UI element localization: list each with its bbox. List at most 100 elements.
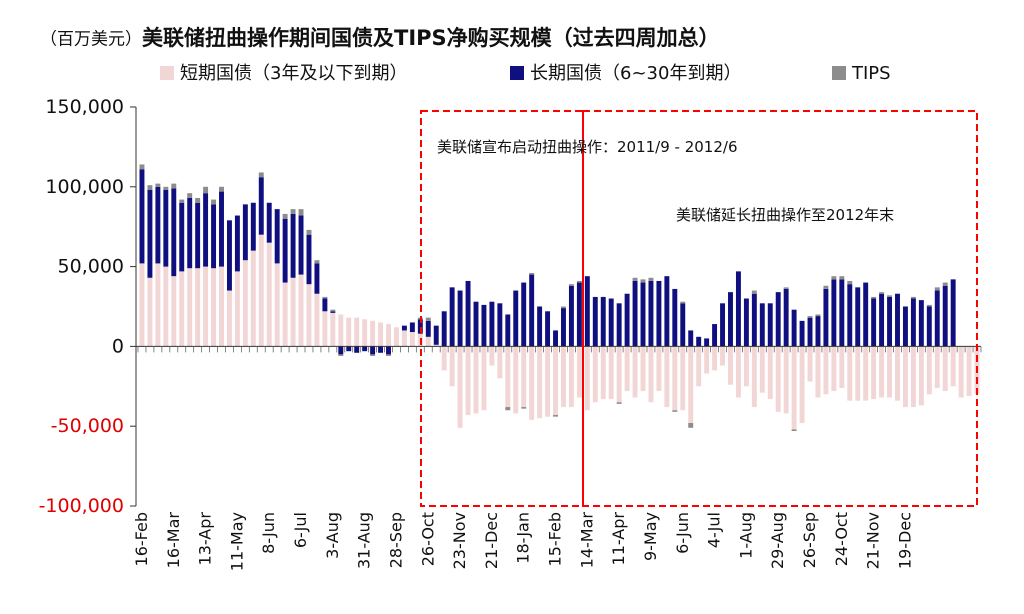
bar-short [632, 346, 638, 398]
bar-long [163, 189, 169, 267]
bar-short [576, 346, 582, 398]
bar-tips [879, 292, 885, 294]
bar-long [879, 293, 885, 347]
bar-short [728, 346, 733, 385]
annotation-text-1: 美联储宣布启动扭曲操作：2011/9 - 2012/6 [437, 138, 738, 156]
bar-tips [147, 185, 153, 190]
bar-long [664, 276, 670, 347]
bar-short [362, 319, 368, 347]
bar-long [902, 306, 908, 347]
x-tick-label: 16-Feb [132, 512, 151, 566]
bar-short [274, 263, 280, 347]
bar-tips [386, 354, 391, 356]
legend-swatch-short [160, 66, 174, 80]
title-unit: （百万美元） [40, 29, 142, 50]
bar-long [576, 282, 582, 347]
bar-long [497, 303, 503, 347]
bar-tips [815, 314, 821, 317]
bar-long [258, 177, 264, 235]
bar-tips [632, 277, 638, 281]
bar-long [203, 193, 209, 267]
bar-short [473, 346, 479, 414]
x-tick-label: 14-Mar [577, 512, 596, 569]
bar-short [449, 346, 455, 387]
bar-long [775, 292, 781, 347]
bar-short [171, 276, 177, 347]
bar-long [728, 292, 733, 347]
bar-long [656, 280, 662, 347]
bar-long [298, 215, 304, 275]
bar-long [417, 319, 423, 334]
x-tick-label: 26-Oct [418, 512, 437, 566]
bar-short [712, 346, 718, 371]
bar-short [855, 346, 861, 401]
bar-short [791, 346, 797, 430]
bar-short [433, 344, 439, 347]
bar-long [266, 202, 272, 243]
annotation-box-2 [582, 110, 978, 507]
bar-short [441, 346, 447, 371]
bar-short [163, 266, 169, 347]
bar-long [195, 202, 201, 269]
bar-short [258, 234, 264, 347]
bar-short [465, 346, 471, 416]
bar-tips [561, 306, 566, 309]
x-tick-label: 8-Jun [259, 512, 278, 554]
x-tick-label: 24-Oct [832, 512, 851, 566]
bar-short [743, 346, 749, 387]
bar-short [226, 290, 232, 347]
bar-short [306, 284, 312, 347]
bar-short [799, 346, 805, 424]
bar-short [871, 346, 877, 400]
legend-item-long: 长期国债（6~30年到期） [510, 62, 741, 86]
bar-short [767, 346, 773, 400]
bar-tips [576, 280, 582, 283]
bar-short [950, 346, 956, 387]
legend-item-short: 短期国债（3年及以下到期） [160, 62, 407, 86]
bar-tips [139, 164, 145, 170]
bar-tips [934, 287, 940, 291]
bar-tips [195, 197, 201, 203]
bar-long [624, 293, 630, 347]
bar-tips [640, 279, 646, 283]
bar-short [616, 346, 622, 403]
bar-tips [839, 276, 845, 280]
bar-short [378, 322, 384, 347]
bar-tips [163, 186, 169, 190]
bar-short [354, 317, 360, 347]
bar-short [211, 268, 217, 347]
bar-short [568, 346, 574, 408]
bar-tips [322, 296, 328, 299]
bar-short [537, 346, 543, 419]
bar-long [592, 296, 598, 347]
bar-long [211, 204, 217, 269]
bar-long [616, 303, 622, 347]
bar-tips [553, 415, 558, 417]
legend-swatch-long [510, 66, 524, 80]
bar-long [441, 311, 447, 347]
bar-tips [942, 282, 948, 286]
bar-long [680, 303, 686, 347]
bar-long [926, 306, 932, 347]
bar-long [895, 293, 900, 347]
bar-long [815, 316, 821, 347]
bar-long [799, 320, 805, 347]
x-tick-label: 3-Aug [323, 512, 342, 559]
bar-long [934, 290, 940, 347]
bar-long [847, 284, 853, 347]
bar-short [926, 346, 932, 395]
bar-short [584, 346, 590, 411]
bar-long [568, 285, 574, 347]
bar-tips [330, 309, 336, 312]
bar-tips [910, 296, 916, 299]
bar-short [815, 346, 821, 398]
bar-short [696, 346, 702, 387]
bar-short [282, 282, 288, 347]
bar-long [696, 336, 702, 347]
bar-tips [179, 199, 185, 203]
x-tick-label: 18-Jan [514, 512, 533, 564]
title-main: 美联储扭曲操作期间国债及TIPS净购买规模（过去四周加总） [142, 26, 720, 50]
bar-long [584, 276, 590, 347]
bar-long [735, 271, 741, 347]
bar-short [783, 346, 789, 414]
